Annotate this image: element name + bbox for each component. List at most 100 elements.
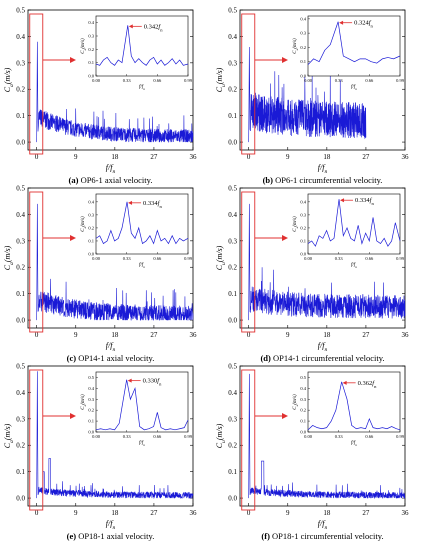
x-tick-label: 27	[150, 509, 158, 517]
y-axis-label: Ca(m/s)	[3, 67, 15, 92]
zoom-arrow-head	[70, 235, 76, 241]
inset-x-axis-label: f/fn	[351, 263, 357, 269]
spectrum-line	[248, 46, 367, 143]
x-tick-label: 9	[74, 331, 78, 339]
inset-y-tick-label: 0.5	[300, 375, 306, 380]
x-tick-label: 27	[362, 153, 370, 161]
inset-y-axis-label: Ca(m/s)	[81, 216, 87, 232]
inset-y-tick-label: 0.4	[88, 20, 94, 25]
panel-caption: (c) OP14-1 axial velocity.	[67, 353, 155, 363]
y-tick-label: 0.1	[228, 290, 237, 298]
x-tick-label: 0	[247, 331, 251, 339]
inset-y-axis-label: Cu(m/s)	[293, 394, 299, 410]
x-tick-label: 9	[286, 509, 290, 517]
x-tick-label: 27	[150, 153, 158, 161]
x-tick-label: 27	[362, 509, 370, 517]
y-tick-label: 0.5	[16, 185, 25, 193]
x-axis-label: f/fn	[318, 163, 328, 175]
x-tick-label: 36	[190, 509, 198, 517]
y-tick-label: 0.4	[16, 211, 25, 219]
x-axis-label: f/fn	[106, 341, 116, 353]
inset-x-axis-label: f/fn	[139, 85, 145, 91]
y-tick-label: 0.0	[228, 317, 237, 325]
zoom-region-box	[241, 191, 256, 333]
chart-panel-e: 0.0 0.1 0.2 0.3 0.4 0.5 0 9 18 27 36 Ca(m/s) f/fn 0.0…	[3, 363, 197, 542]
zoom-region-box	[29, 369, 44, 511]
y-axis-label: Cu(m/s)	[215, 67, 227, 92]
x-tick-label: 18	[111, 509, 119, 517]
y-tick-label: 0.4	[228, 211, 237, 219]
inset-y-tick-label: 0.3	[88, 397, 94, 402]
x-axis-label: f/fn	[318, 341, 328, 353]
y-tick-label: 0.2	[228, 86, 237, 94]
inset-y-tick-label: 0.2	[88, 408, 94, 413]
y-axis-label: Cu(m/s)	[215, 423, 227, 448]
chart-panel-f: 0.0 0.1 0.2 0.3 0.4 0.5 0 9 18 27 36 Cu(m/s) f/fn 0.0…	[215, 363, 409, 542]
peak-arrow-head	[339, 20, 344, 25]
panel-caption: (d) OP14-1 circumferential velocity.	[260, 353, 384, 363]
x-tick-label: 9	[286, 331, 290, 339]
peak-annotation: 0.342fn	[144, 23, 163, 32]
inset-y-tick-label: 0.1	[88, 419, 94, 424]
inset-y-tick-label: 0.3	[300, 212, 306, 217]
x-tick-label: 0	[247, 153, 251, 161]
x-tick-label: 0	[35, 331, 39, 339]
zoom-arrow-head	[70, 57, 76, 63]
y-tick-label: 0.5	[16, 7, 25, 15]
inset-x-tick-label: 0.33	[335, 78, 344, 83]
y-tick-label: 0.2	[16, 86, 25, 94]
inset-y-tick-label: 0.2	[300, 225, 306, 230]
inset-frame	[95, 193, 189, 255]
inset-y-axis-label: Cu(m/s)	[293, 38, 299, 54]
peak-annotation: 0.362fn	[358, 380, 377, 389]
y-tick-label: 0.0	[228, 139, 237, 147]
inset-frame	[95, 371, 189, 433]
y-tick-label: 0.1	[16, 468, 25, 476]
x-tick-label: 36	[402, 509, 410, 517]
inset-x-tick-label: 0.00	[304, 256, 313, 261]
spectrum-line	[248, 203, 406, 321]
x-tick-label: 18	[323, 331, 331, 339]
inset-line	[95, 379, 189, 431]
y-axis-label: Cu(m/s)	[215, 245, 227, 270]
peak-annotation: 0.324fn	[354, 20, 373, 29]
x-tick-label: 27	[150, 331, 158, 339]
zoom-region-box	[241, 13, 256, 155]
chart-panel-c: 0.0 0.1 0.2 0.3 0.4 0.5 0 9 18 27 36 Ca(m/s) f/fn 0.0…	[3, 185, 197, 364]
inset-x-tick-label: 0.33	[335, 434, 344, 439]
inset-x-tick-label: 0.33	[123, 434, 132, 439]
inset-y-tick-label: 0.3	[88, 34, 94, 39]
chart-panel-d: 0.0 0.1 0.2 0.3 0.4 0.5 0 9 18 27 36 Cu(m/s) f/fn 0.0…	[215, 185, 409, 364]
inset-y-tick-label: 0.4	[88, 386, 94, 391]
panel-caption: (f) OP18-1 circumferential velocity.	[261, 531, 383, 541]
inset-y-axis-label: Cu(m/s)	[293, 216, 299, 232]
inset-line	[307, 381, 401, 431]
x-tick-label: 18	[111, 153, 119, 161]
inset-line	[307, 199, 401, 247]
inset-y-tick-label: 0.3	[300, 31, 306, 36]
inset-y-tick-label: 0.2	[88, 47, 94, 52]
inset-y-tick-label: 0.0	[300, 430, 306, 435]
chart-panel-b: 0.0 0.1 0.2 0.3 0.4 0.5 0 9 18 27 36 Cu(m/s) f/fn 0.0…	[215, 7, 409, 186]
y-tick-label: 0.1	[16, 290, 25, 298]
plot-frame	[27, 365, 194, 507]
inset-y-tick-label: 0.0	[88, 430, 94, 435]
plot-frame	[239, 365, 406, 507]
inset-x-tick-label: 0.66	[153, 78, 162, 83]
inset-x-tick-label: 0.66	[365, 256, 374, 261]
y-tick-label: 0.0	[16, 495, 25, 503]
inset-y-tick-label: 0.0	[300, 74, 306, 79]
inset-x-tick-label: 0.00	[92, 256, 101, 261]
inset-x-tick-label: 0.99	[396, 434, 405, 439]
peak-arrow-head	[340, 198, 345, 203]
y-tick-label: 0.3	[228, 59, 237, 67]
plot-frame	[239, 9, 406, 151]
plot-frame	[239, 187, 406, 329]
x-tick-label: 27	[362, 331, 370, 339]
y-tick-label: 0.5	[228, 363, 237, 371]
spectrum-line	[36, 41, 194, 143]
inset-y-tick-label: 0.1	[88, 60, 94, 65]
y-tick-label: 0.4	[228, 33, 237, 41]
inset-y-tick-label: 0.0	[88, 252, 94, 257]
